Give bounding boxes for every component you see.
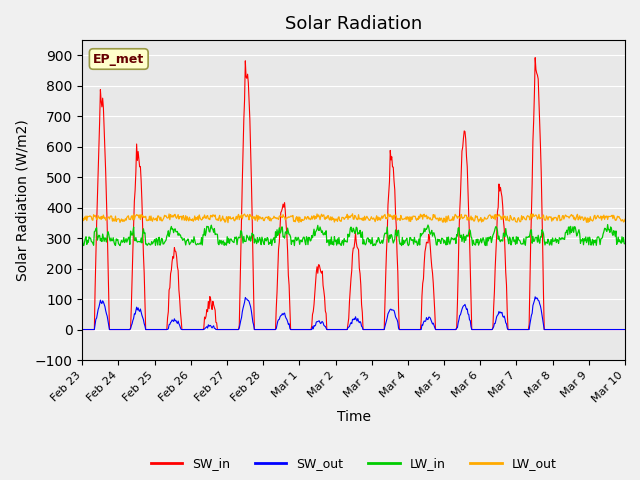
Title: Solar Radiation: Solar Radiation [285,15,422,33]
Text: EP_met: EP_met [93,52,145,65]
X-axis label: Time: Time [337,409,371,424]
Legend: SW_in, SW_out, LW_in, LW_out: SW_in, SW_out, LW_in, LW_out [146,452,561,475]
Y-axis label: Solar Radiation (W/m2): Solar Radiation (W/m2) [15,119,29,281]
